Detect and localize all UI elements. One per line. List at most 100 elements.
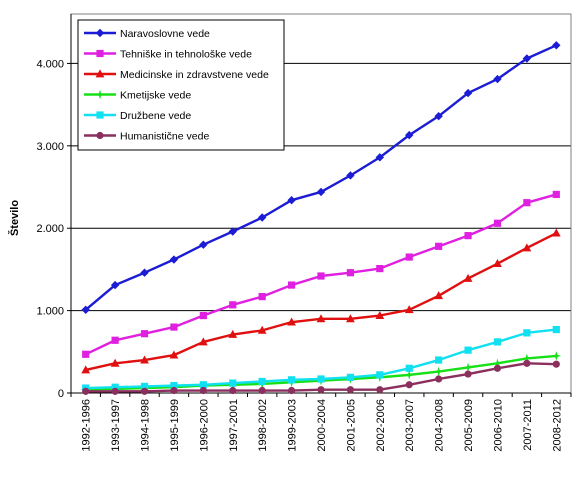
data-point — [228, 227, 237, 236]
series-line — [85, 232, 557, 372]
series-5 — [82, 325, 560, 392]
legend-marker — [96, 111, 104, 119]
legend-label: Tehniške in tehnološke vede — [120, 49, 252, 61]
data-point — [405, 253, 413, 261]
data-point — [317, 272, 325, 280]
x-tick-label: 2006-2010 — [492, 399, 504, 452]
data-point — [287, 376, 296, 384]
x-tick-label: 2008-2012 — [551, 399, 563, 452]
data-point — [375, 310, 385, 319]
data-point — [140, 382, 149, 391]
data-point — [229, 386, 237, 395]
y-tick-label: 0 — [58, 388, 64, 400]
data-point — [258, 293, 266, 301]
x-tick-label: 2000-2004 — [316, 399, 328, 452]
legend-item: Družbene vede — [84, 110, 191, 122]
legend-label: Medicinske in zdravstvene vede — [120, 69, 269, 81]
data-point — [111, 336, 119, 344]
legend-box — [77, 19, 285, 151]
data-point — [493, 364, 502, 372]
data-point — [523, 199, 531, 207]
series-1 — [81, 41, 561, 314]
data-point — [257, 213, 267, 222]
data-point — [493, 338, 502, 346]
data-point — [287, 281, 296, 289]
x-tick-label: 1995-1999 — [169, 399, 181, 452]
x-tick-label: 1998-2002 — [257, 399, 269, 452]
data-point — [492, 358, 503, 369]
data-point — [228, 329, 238, 338]
data-point — [170, 323, 178, 331]
data-point — [435, 375, 443, 383]
x-tick-label: 2004-2008 — [434, 399, 446, 452]
legend-marker — [96, 131, 104, 140]
legend-item: Kmetijske vede — [84, 90, 191, 102]
data-point — [140, 355, 149, 364]
data-point — [552, 360, 560, 368]
legend-item: Naravoslovne vede — [84, 28, 210, 40]
x-tick-label: 1999-2003 — [287, 399, 299, 452]
data-point — [316, 314, 326, 323]
data-point — [82, 350, 90, 358]
data-point — [81, 365, 91, 374]
data-point — [140, 268, 149, 277]
x-tick-label: 1992-1996 — [81, 399, 93, 452]
data-point — [229, 301, 237, 309]
x-tick-label: 1997-2001 — [228, 399, 240, 452]
y-tick-label: 4.000 — [36, 58, 64, 70]
data-point — [376, 371, 384, 379]
x-tick-label: 1993-1997 — [110, 399, 122, 452]
legend-marker — [96, 49, 104, 58]
legend-item: Medicinske in zdravstvene vede — [84, 69, 269, 81]
data-point — [169, 350, 179, 359]
data-point — [404, 305, 414, 314]
legend-label: Humanistične vede — [120, 131, 209, 143]
data-point — [552, 325, 560, 334]
data-point — [287, 317, 296, 326]
legend-marker — [95, 69, 105, 78]
data-point — [346, 386, 355, 394]
y-axis-label: Število — [8, 200, 21, 236]
data-point — [229, 379, 237, 387]
data-point — [82, 387, 90, 395]
data-point — [523, 359, 531, 367]
series-3 — [81, 228, 561, 374]
data-point — [258, 386, 266, 395]
legend-marker — [95, 28, 105, 38]
data-point — [199, 240, 208, 249]
data-point — [317, 386, 325, 394]
data-point — [375, 153, 385, 162]
data-point — [111, 387, 119, 395]
data-point — [316, 187, 326, 197]
x-tick-label: 2001-2005 — [345, 399, 357, 452]
data-point — [170, 386, 178, 395]
legend-label: Naravoslovne vede — [120, 28, 210, 40]
data-point — [405, 381, 413, 389]
x-tick-label: 2002-2006 — [375, 399, 387, 452]
data-point — [376, 386, 384, 394]
data-point — [551, 228, 561, 237]
legend-label: Družbene vede — [120, 110, 191, 122]
data-point — [435, 356, 443, 364]
data-point — [464, 232, 472, 240]
data-point — [493, 74, 502, 84]
axes: 0 1.000 2.000 3.000 4.000 1992-1996 1993-1997 1… — [36, 14, 572, 452]
data-point — [199, 311, 207, 320]
x-tick-label: 1994-1998 — [140, 399, 152, 452]
data-point — [376, 264, 384, 273]
data-point — [463, 362, 473, 373]
data-point — [493, 259, 502, 268]
data-point — [258, 377, 266, 386]
data-point — [435, 242, 443, 250]
x-tick-label: 1996-2000 — [198, 399, 210, 452]
data-point — [523, 329, 531, 337]
data-point — [493, 219, 502, 227]
data-point — [433, 366, 444, 377]
data-point — [110, 280, 120, 290]
data-point — [463, 273, 473, 282]
data-point — [522, 353, 532, 364]
series-2 — [82, 190, 560, 358]
data-point — [170, 381, 178, 390]
